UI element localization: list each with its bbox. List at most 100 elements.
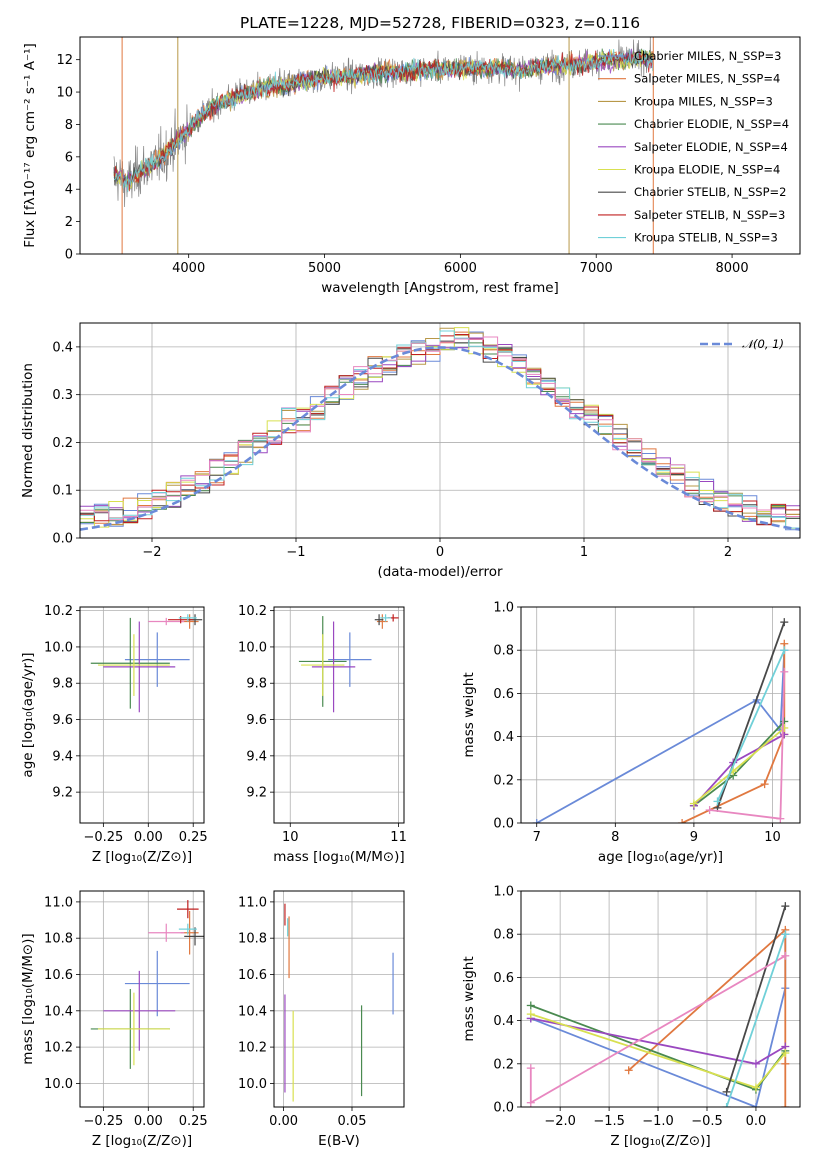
model-spectrum [113, 50, 654, 192]
y-tick-label: 10.8 [238, 932, 267, 947]
axes-frame [520, 890, 801, 1108]
weight-point-marker [722, 1087, 731, 1096]
age-vs-z-plot-area [90, 614, 203, 713]
y-tick-label: 0.2 [493, 773, 514, 788]
x-tick-label: 8 [611, 830, 619, 845]
error-bar-point [124, 950, 190, 1017]
x-axis-label: Z [log₁₀(Z/Z⊙)] [610, 1133, 710, 1149]
x-axis-label: mass [log₁₀(M/M⊙)] [273, 849, 404, 865]
y-tick-label: 9.4 [246, 749, 267, 764]
y-tick-label: 0.6 [493, 971, 514, 986]
error-bar-point [311, 621, 356, 713]
x-tick-label: 10 [764, 830, 781, 845]
x-tick-label: 0.00 [134, 830, 163, 845]
error-bar-point [380, 614, 391, 622]
y-tick-label: 10.0 [44, 1077, 73, 1092]
weight-point-marker [751, 1103, 760, 1107]
x-tick-label: −1.0 [642, 1114, 674, 1129]
x-tick-label: 5000 [308, 261, 341, 276]
y-tick-label: 0.4 [493, 730, 514, 745]
axes-frame [520, 606, 801, 824]
error-bar-point [177, 900, 199, 919]
x-tick-label: −1 [286, 545, 305, 560]
axes-frame [273, 890, 405, 1108]
weight-point-marker [781, 930, 790, 939]
y-tick-label: 10.2 [238, 1041, 267, 1056]
y-tick-label: 0.0 [493, 1101, 514, 1116]
y-tick-label: 10.8 [44, 932, 73, 947]
y-tick-label: 10.0 [238, 640, 267, 655]
y-tick-label: 10.4 [238, 1004, 267, 1019]
x-tick-label: 0.00 [134, 1114, 163, 1129]
y-tick-label: 0.2 [493, 1057, 514, 1072]
y-tick-label: 10.6 [238, 968, 267, 983]
y-tick-label: 0.4 [493, 1014, 514, 1029]
x-tick-label: −2 [142, 545, 161, 560]
legend-entry: 𝒩(0, 1) [742, 337, 784, 351]
error-bar-point [103, 970, 176, 1051]
spectrum-plot-area [113, 37, 654, 254]
error-bar-point [148, 923, 185, 942]
weight-series-line [716, 649, 786, 802]
y-axis-label: Flux [fλ10⁻¹⁷ erg cm⁻² s⁻¹ A⁻¹] [22, 43, 38, 248]
y-tick-label: 6 [65, 150, 73, 165]
axes-frame [79, 890, 205, 1108]
x-axis-label: (data-model)/error [377, 564, 503, 580]
weight-vs-z-plot-area [526, 902, 790, 1107]
weight-point-marker [760, 780, 769, 789]
legend-entry: Kroupa MILES, N_SSP=3 [634, 94, 773, 108]
y-axis-label: mass weight [461, 672, 477, 757]
normal-curve [80, 346, 800, 531]
weight-point-marker [526, 1010, 535, 1019]
x-tick-label: 0.25 [179, 1114, 208, 1129]
error-bar-point [90, 617, 170, 709]
weight-vs-age-plot-area [532, 618, 789, 823]
y-tick-label: 11.0 [238, 895, 267, 910]
y-axis-label: mass weight [461, 956, 477, 1041]
x-tick-label: 0 [436, 545, 444, 560]
weight-point-marker [722, 1103, 731, 1107]
mass-vs-ebv-plot-area [284, 903, 394, 1102]
age-vs-z-axes: −0.25 0.00 0.25 9.2 9.4 9.6 9.8 10.0 10.2 Z [log₁… [20, 604, 208, 865]
x-tick-label: 2 [724, 545, 732, 560]
mass-vs-ebv-axes: 0.00 0.05 10.0 10.2 10.4 10.6 10.8 11.0 E(B-V) [238, 890, 405, 1149]
weight-vs-age-axes: 7 8 9 10 0.0 0.2 0.4 0.6 0.8 1.0 age [log₁₀(age/yr… [461, 601, 801, 865]
weight-point-marker [526, 1064, 535, 1073]
error-bar-point [103, 621, 176, 713]
error-bar-point [328, 632, 372, 687]
residuals-plot-area [80, 327, 800, 531]
error-bar-point [168, 616, 194, 624]
weight-point-marker [781, 902, 790, 911]
y-tick-label: 8 [65, 118, 73, 133]
age-vs-mass-axes: 10 11 9.2 9.4 9.6 9.8 10.0 10.2 mass [log₁₀(M/M⊙… [238, 604, 407, 865]
y-tick-label: 0.3 [52, 388, 73, 403]
y-tick-label: 1.0 [493, 601, 514, 616]
y-tick-label: 10 [56, 86, 73, 101]
legend-entry: Salpeter ELODIE, N_SSP=4 [634, 140, 788, 154]
legend: 𝒩(0, 1) [700, 337, 784, 351]
error-bar-point [178, 614, 197, 622]
weight-point-marker [776, 814, 785, 823]
x-tick-label: 1 [580, 545, 588, 560]
x-tick-label: 9 [690, 830, 698, 845]
weight-point-marker [781, 951, 790, 960]
y-tick-label: 0.0 [493, 817, 514, 832]
y-tick-label: 9.8 [52, 677, 73, 692]
weight-point-marker [780, 723, 789, 732]
x-tick-label: 7 [533, 830, 541, 845]
y-tick-label: 0.8 [493, 644, 514, 659]
y-tick-label: 0.6 [493, 687, 514, 702]
y-axis-label: age [log₁₀(age/yr)] [20, 652, 36, 777]
mass-vs-z-axes: −0.25 0.00 0.25 10.0 10.2 10.4 10.6 10.8 11.0 Z [… [20, 890, 208, 1149]
axes-frame [79, 322, 801, 539]
mass-vs-z-plot-area [90, 900, 204, 1069]
y-axis-label: mass [log₁₀(M/M⊙)] [20, 933, 36, 1064]
legend-entry: Chabrier STELIB, N_SSP=2 [634, 185, 786, 199]
error-bar-point [97, 634, 170, 696]
y-tick-label: 10.0 [238, 1077, 267, 1092]
x-tick-label: 8000 [716, 261, 749, 276]
weight-point-marker [713, 797, 722, 806]
y-tick-label: 10.6 [44, 968, 73, 983]
x-axis-label: age [log₁₀(age/yr)] [598, 849, 723, 865]
